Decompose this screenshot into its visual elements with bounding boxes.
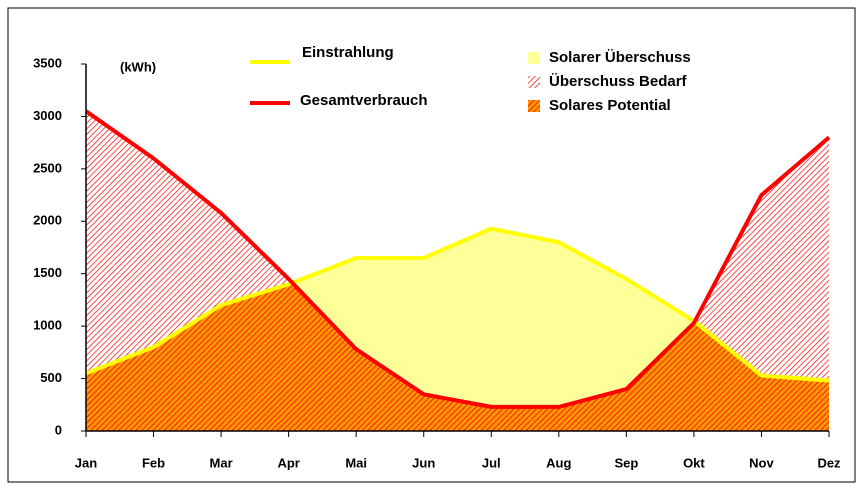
x-tick-label: Apr bbox=[277, 455, 299, 470]
y-tick-label: 3500 bbox=[33, 55, 62, 70]
x-tick-label: Mai bbox=[345, 455, 367, 470]
potential-area bbox=[86, 228, 829, 431]
x-tick-label: Aug bbox=[546, 455, 571, 470]
x-tick-label: Sep bbox=[614, 455, 638, 470]
y-tick-label: 2000 bbox=[33, 213, 62, 228]
y-tick-label: 1000 bbox=[33, 318, 62, 333]
legend-label: Überschuss Bedarf bbox=[549, 73, 688, 90]
legend-label: Einstrahlung bbox=[302, 44, 394, 61]
x-tick-label: Jan bbox=[75, 455, 97, 470]
x-tick-label: Nov bbox=[749, 455, 774, 470]
series-line bbox=[84, 109, 831, 409]
series-line bbox=[85, 226, 830, 383]
legend-swatch bbox=[528, 52, 540, 64]
x-tick-label: Mar bbox=[210, 455, 233, 470]
frame bbox=[7, 7, 856, 483]
y-tick-label: 500 bbox=[40, 370, 62, 385]
y-tick-label: 0 bbox=[55, 422, 62, 437]
x-tick-label: Okt bbox=[683, 455, 705, 470]
legend-label: Solarer Überschuss bbox=[549, 49, 691, 66]
legend-label: Gesamtverbrauch bbox=[300, 92, 428, 109]
y-tick-label: 2500 bbox=[33, 160, 62, 175]
y-tick-label: 1500 bbox=[33, 265, 62, 280]
x-tick-label: Dez bbox=[817, 455, 841, 470]
legend-swatch bbox=[528, 100, 540, 112]
y-tick-label: 3000 bbox=[33, 108, 62, 123]
unit-label: (kWh) bbox=[120, 59, 156, 74]
x-tick-label: Jul bbox=[482, 455, 501, 470]
x-tick-label: Feb bbox=[142, 455, 165, 470]
x-tick-label: Jun bbox=[412, 455, 435, 470]
legend-label: Solares Potential bbox=[549, 97, 671, 114]
legend-swatch bbox=[528, 76, 540, 88]
